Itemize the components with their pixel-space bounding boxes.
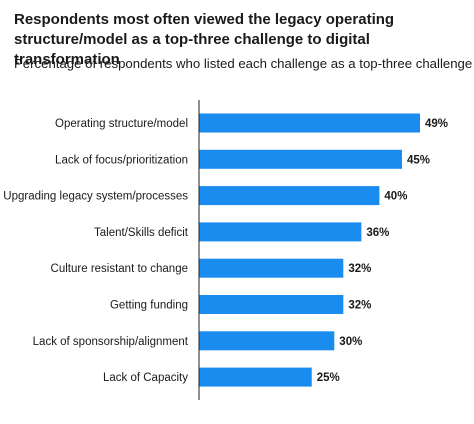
value-label: 45% xyxy=(407,154,430,166)
category-label: Talent/Skills deficit xyxy=(94,227,189,239)
value-label: 49% xyxy=(425,118,448,130)
value-label: 32% xyxy=(348,263,371,275)
category-label: Upgrading legacy system/processes xyxy=(3,191,188,203)
chart-subtitle: Percentage of respondents who listed eac… xyxy=(14,56,473,71)
bar xyxy=(199,258,344,278)
category-label: Lack of focus/prioritization xyxy=(55,154,188,166)
value-label: 36% xyxy=(366,227,389,239)
value-label: 25% xyxy=(317,372,340,384)
category-label: Lack of Capacity xyxy=(103,372,188,384)
value-label: 40% xyxy=(384,191,407,203)
bar xyxy=(199,222,362,242)
chart-title: Respondents most often viewed the legacy… xyxy=(14,11,395,68)
bar xyxy=(199,149,402,169)
value-label: 30% xyxy=(339,336,362,348)
bar xyxy=(199,113,420,133)
bar xyxy=(199,331,335,351)
category-label: Getting funding xyxy=(110,300,188,312)
value-label: 32% xyxy=(348,300,371,312)
bar xyxy=(199,186,380,206)
category-label: Operating structure/model xyxy=(55,118,188,130)
bar xyxy=(199,367,312,387)
bars-layer: Operating structure/model 49% Lack of focu… xyxy=(3,113,448,387)
category-label: Lack of sponsorship/alignment xyxy=(33,336,189,348)
bar xyxy=(199,295,344,314)
category-label: Culture resistant to change xyxy=(51,263,188,275)
